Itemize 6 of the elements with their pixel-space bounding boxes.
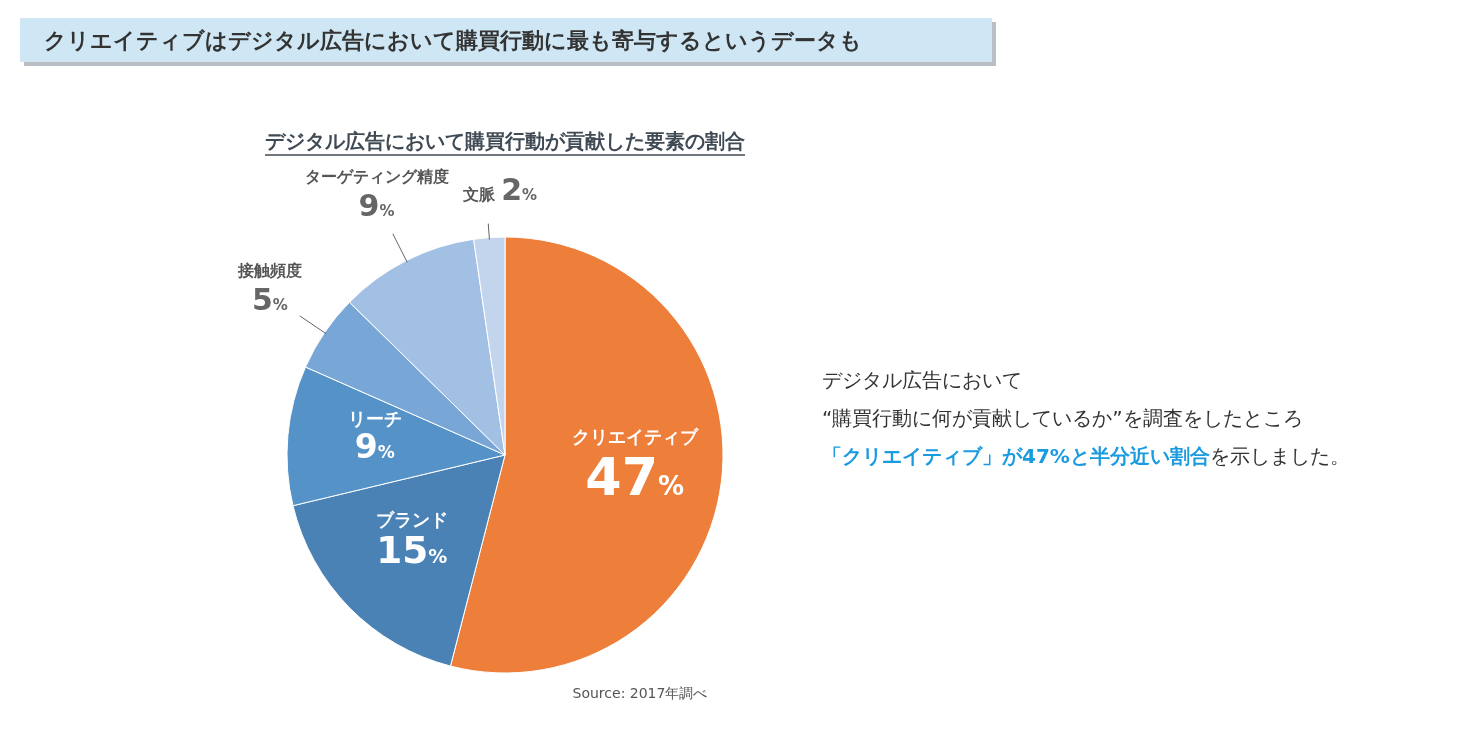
- annotation: “購買行動に何が貢献しているか”を調査をしたところ: [822, 406, 1303, 430]
- annotation: デジタル広告において: [822, 368, 1022, 392]
- annotation: Source: 2017年調べ: [572, 685, 708, 701]
- title: クリエイティブはデジタル広告において購買行動に最も寄与するというデータも: [44, 28, 862, 53]
- subtitle: デジタル広告において購買行動が貢献した要素の割合: [265, 129, 745, 153]
- annotation: 「クリエイティブ」が47%と半分近い割合を示しました。: [822, 444, 1350, 468]
